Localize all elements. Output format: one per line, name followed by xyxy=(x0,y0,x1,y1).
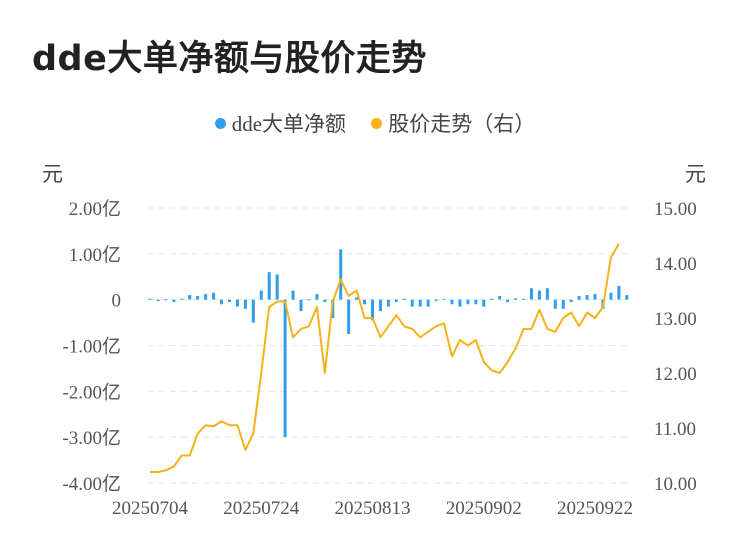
dde-bar xyxy=(545,288,549,300)
dde-bar xyxy=(283,299,287,438)
dde-bar xyxy=(434,299,438,302)
x-tick-label: 20250704 xyxy=(112,498,189,519)
dde-bar xyxy=(243,299,247,309)
dde-bar xyxy=(347,299,351,335)
dde-bar xyxy=(585,295,589,300)
dde-bar xyxy=(363,299,367,305)
right-tick-label: 13.00 xyxy=(654,309,697,330)
dde-bar xyxy=(569,299,573,302)
dde-bar xyxy=(299,299,303,312)
dde-bar xyxy=(220,299,224,305)
dde-bar xyxy=(537,290,541,300)
right-tick-label: 15.00 xyxy=(654,199,697,220)
dde-bar xyxy=(204,294,208,300)
left-tick-label: -4.00亿 xyxy=(62,473,121,495)
dde-bar xyxy=(522,298,526,300)
dde-bar xyxy=(450,299,454,305)
left-tick-label: 2.00亿 xyxy=(69,198,121,220)
right-tick-label: 11.00 xyxy=(654,419,696,440)
dde-bar xyxy=(466,299,470,305)
dde-bar xyxy=(394,299,398,302)
dde-bar xyxy=(188,295,192,300)
dde-bar xyxy=(275,274,279,300)
left-tick-label: -3.00亿 xyxy=(62,427,121,449)
dde-bar xyxy=(371,299,375,321)
dde-bar xyxy=(418,299,422,307)
legend-dot-price xyxy=(371,117,383,129)
left-tick-label: 0 xyxy=(112,291,122,312)
dde-bar xyxy=(235,299,239,307)
dde-bar xyxy=(355,297,359,300)
legend-item-dde[interactable]: dde大单净额 xyxy=(214,108,347,138)
dde-bar xyxy=(458,299,462,307)
dde-bar xyxy=(553,299,557,309)
right-axis-unit: 元 xyxy=(685,162,706,186)
dde-bar xyxy=(196,296,200,300)
dde-bar xyxy=(259,290,263,300)
x-tick-label: 20250902 xyxy=(446,498,522,519)
dde-bar xyxy=(577,296,581,300)
right-tick-label: 14.00 xyxy=(654,254,697,275)
dde-bar xyxy=(442,298,446,300)
dde-bar xyxy=(307,299,311,301)
chart-title: dde大单净额与股价走势 xyxy=(32,39,427,79)
dde-bar xyxy=(386,299,390,307)
dde-bar xyxy=(148,298,152,300)
dde-bar xyxy=(378,299,382,312)
dde-bar xyxy=(315,294,319,300)
legend-dot-dde xyxy=(214,117,226,129)
left-tick-label: -1.00亿 xyxy=(62,336,121,358)
dde-bar xyxy=(498,296,502,300)
right-tick-label: 10.00 xyxy=(654,474,697,495)
dde-bar xyxy=(339,249,343,300)
dde-bar xyxy=(593,294,597,300)
dde-bar xyxy=(490,298,494,300)
legend: dde大单净额 股价走势（右） xyxy=(0,108,750,138)
dde-bar xyxy=(625,295,629,300)
left-axis-unit: 元 xyxy=(42,162,63,186)
legend-item-price[interactable]: 股价走势（右） xyxy=(371,108,535,138)
x-tick-label: 20250922 xyxy=(557,498,633,519)
left-tick-label: -2.00亿 xyxy=(62,381,121,403)
x-tick-label: 20250813 xyxy=(335,498,411,519)
dde-bar xyxy=(156,299,160,302)
dde-bar xyxy=(561,299,565,309)
dde-bar xyxy=(267,272,271,300)
dde-bar xyxy=(227,299,231,302)
dde-bar xyxy=(291,290,295,300)
dde-bar xyxy=(172,299,176,302)
dde-bar xyxy=(474,299,478,305)
dde-bar xyxy=(323,299,327,302)
dde-bar xyxy=(426,299,430,307)
dde-bar xyxy=(617,285,621,300)
left-tick-label: 1.00亿 xyxy=(69,244,121,266)
dde-bar xyxy=(529,288,533,300)
dde-bar xyxy=(514,298,518,300)
legend-label-dde: dde大单净额 xyxy=(231,112,347,136)
dde-bar xyxy=(212,292,216,300)
legend-label-price: 股价走势（右） xyxy=(388,112,536,136)
dde-bar xyxy=(506,299,510,302)
right-tick-label: 12.00 xyxy=(654,364,697,385)
dde-bar xyxy=(482,299,486,307)
dde-bar xyxy=(410,299,414,307)
dde-bar xyxy=(180,298,184,300)
price-line xyxy=(150,243,620,473)
dde-bar xyxy=(251,299,255,323)
x-tick-label: 20250724 xyxy=(223,498,300,519)
dde-bar xyxy=(609,292,613,300)
dde-bar xyxy=(164,299,168,301)
dde-bar xyxy=(402,298,406,300)
